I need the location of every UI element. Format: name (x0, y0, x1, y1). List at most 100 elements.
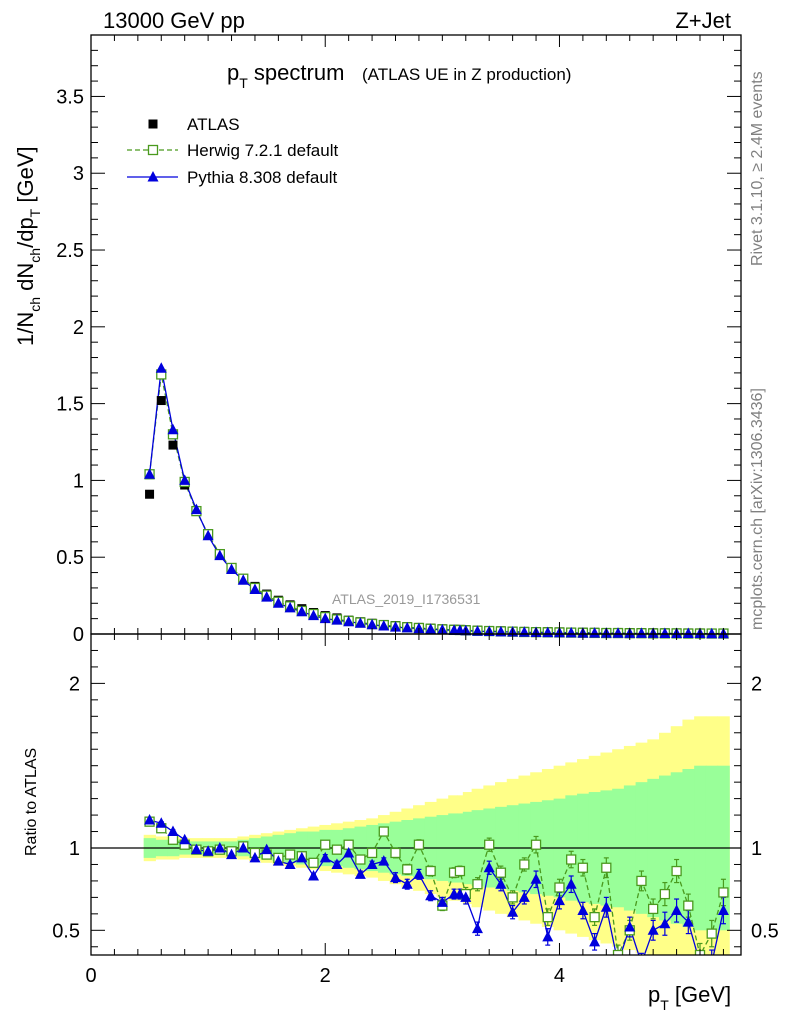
pythia-ratio-point (613, 957, 624, 968)
herwig-ratio-point (413, 839, 425, 850)
pythia-ratio-point (624, 921, 636, 932)
y-tick-label: 2 (73, 317, 84, 339)
pythia-ratio-point (237, 842, 249, 853)
pythia-ratio-point (155, 817, 167, 828)
legend-label: Pythia 8.308 default (187, 168, 338, 187)
pythia-ratio-point (530, 873, 542, 884)
herwig-ratio-point (683, 900, 694, 911)
herwig-ratio-point (566, 854, 577, 865)
pythia-ratio-point (401, 878, 413, 889)
pythia-ratio-point (413, 868, 425, 879)
pythia-point (190, 503, 202, 515)
plot-subtitle: (ATLAS UE in Z production) (362, 65, 571, 84)
pythia-point (682, 627, 694, 639)
pythia-ratio-point (202, 845, 214, 856)
y-tick-label: 1.5 (56, 394, 84, 416)
ratio-series (144, 814, 729, 968)
pythia-point (226, 563, 238, 574)
pythia-ratio-point (507, 906, 519, 917)
herwig-ratio-point (495, 867, 507, 878)
pythia-point (214, 549, 226, 561)
herwig-ratio-point (706, 928, 717, 939)
pythia-ratio-point (577, 904, 589, 916)
pythia-point (378, 620, 390, 631)
analysis-watermark: ATLAS_2019_I1736531 (332, 591, 481, 607)
legend-marker-pythia (147, 171, 159, 182)
pythia-ratio-point (366, 858, 378, 869)
pythia-point (706, 627, 718, 639)
herwig-ratio-point (671, 865, 682, 877)
y-tick-label: 0 (73, 624, 84, 646)
side-text-rivet: Rivet 3.1.10, ≥ 2.4M events (749, 71, 766, 266)
pythia-point (612, 627, 624, 638)
herwig-ratio-point (601, 862, 612, 873)
herwig-ratio-point (308, 857, 319, 868)
herwig-ratio-point (636, 875, 647, 887)
pythia-point (354, 617, 366, 628)
pythia-ratio-point (671, 904, 683, 916)
pythia-ratio-point (214, 842, 226, 853)
axes: 0 2 4 0 0.5 1 1.5 2 2.5 3 3.5 0.5 0.5 1 1 2 2 (52, 34, 779, 987)
pythia-point (155, 362, 167, 373)
header-right: Z+Jet (675, 8, 731, 33)
pythia-ratio-point (589, 935, 601, 947)
side-text-mcplots: mcplots.cern.ch [arXiv:1306.3436] (749, 388, 766, 630)
pythia-point (565, 626, 577, 638)
pythia-ratio-point (495, 878, 507, 889)
pythia-ratio-point (249, 851, 261, 863)
pythia-ratio-point (553, 894, 565, 906)
herwig-ratio-point (589, 911, 600, 923)
herwig-ratio-point (472, 879, 483, 890)
pythia-ratio-point (471, 922, 483, 934)
pythia-ratio-point (319, 851, 331, 863)
pythia-point (413, 622, 425, 634)
legend-marker-herwig (147, 144, 159, 156)
pythia-ratio-point (296, 851, 308, 863)
pythia-ratio-point (425, 889, 437, 901)
y-axis-label: 1/Nch dNch/dpT [GeV] (13, 146, 43, 346)
pythia-ratio-point (179, 833, 191, 845)
ratio-y-tick-label-right: 2 (751, 673, 762, 695)
atlas-point (156, 396, 166, 406)
ratio-y-tick-label-left: 0.5 (52, 920, 80, 942)
pythia-ratio-point (682, 916, 694, 927)
pythia-ratio-point (226, 848, 238, 860)
herwig-ratio-point (284, 849, 296, 860)
herwig-ratio-point (378, 826, 389, 837)
atlas-point (168, 440, 178, 450)
pythia-ratio-point (460, 891, 472, 902)
pythia-point (167, 423, 179, 435)
pythia-ratio-point (565, 878, 577, 889)
pythia-ratio-point (354, 868, 366, 879)
herwig-ratio-point (484, 839, 495, 850)
pythia-ratio-point (518, 891, 530, 902)
pythia-ratio-point (144, 814, 156, 825)
pythia-ratio-point (454, 888, 466, 899)
pythia-point (284, 601, 296, 613)
herwig-ratio-point (554, 882, 565, 893)
pythia-ratio-point (706, 957, 717, 968)
ratio-y-tick-label-left: 2 (69, 673, 80, 695)
pythia-point (237, 574, 249, 585)
y-tick-label: 0.5 (56, 547, 84, 569)
pythia-point (366, 618, 378, 630)
y-tick-label: 3.5 (56, 86, 84, 108)
pythia-point (272, 597, 284, 608)
herwig-ratio-point (577, 862, 589, 873)
ratio-y-tick-label-left: 1 (69, 838, 80, 860)
herwig-ratio-point (331, 844, 343, 855)
header-left: 13000 GeV pp (103, 8, 245, 33)
pythia-ratio-point (600, 901, 612, 912)
pythia-point (261, 591, 273, 602)
herwig-ratio-point (390, 847, 401, 859)
pythia-point (390, 621, 402, 632)
herwig-ratio-point (612, 949, 624, 955)
legend: ATLAS Herwig 7.2.1 default Pythia 8.308 de… (127, 115, 338, 187)
pythia-ratio-point (343, 846, 355, 858)
herwig-ratio-point (519, 859, 530, 870)
pythia-ratio-point (647, 924, 659, 935)
ratio-y-axis-label: Ratio to ATLAS (23, 748, 40, 856)
pythia-ratio-point (436, 896, 448, 907)
pythia-point (343, 615, 355, 627)
